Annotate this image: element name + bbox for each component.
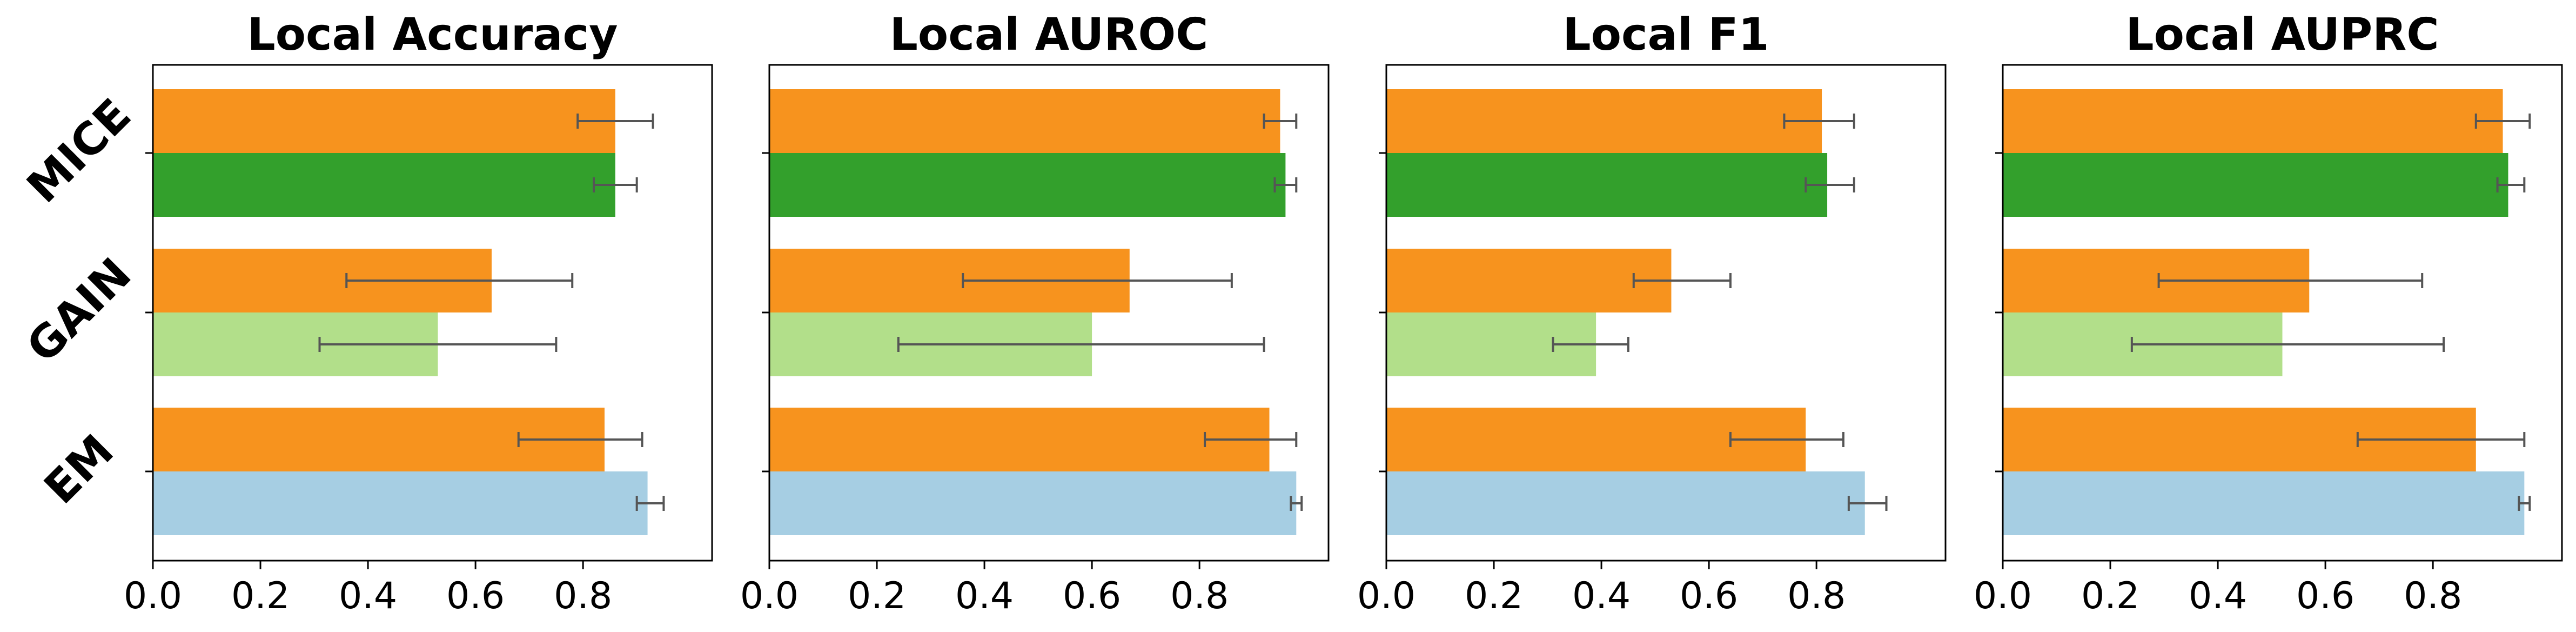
x-tick-label: 0.0 [1974, 575, 2032, 617]
x-tick-label: 0.2 [848, 575, 906, 617]
x-tick-label: 0.4 [1572, 575, 1631, 617]
error-bar-gain-orange [962, 273, 1233, 288]
panel-title: Local Accuracy [247, 9, 618, 61]
x-tick-label: 0.6 [1680, 575, 1738, 617]
axes-frame [152, 64, 713, 562]
x-tick-label: 0.6 [1063, 575, 1121, 617]
bar-em-orange [769, 408, 1270, 471]
error-bar-gain-gain [2130, 337, 2445, 352]
x-tick-label: 0.8 [554, 575, 612, 617]
x-tick-label: 0.4 [2189, 575, 2247, 617]
error-bar-em-em [1290, 496, 1303, 511]
x-tick-label: 0.0 [1357, 575, 1416, 617]
x-tick-label: 0.8 [1787, 575, 1846, 617]
error-bar-em-em [635, 496, 665, 511]
x-tick-label: 0.4 [339, 575, 397, 617]
x-tick-label: 0.6 [446, 575, 505, 617]
error-bar-gain-orange [2157, 273, 2424, 288]
error-bar-mice-orange [576, 114, 654, 129]
error-bar-mice-orange [2474, 114, 2531, 129]
bar-em-em [153, 471, 648, 535]
error-bar-mice-mice [593, 177, 638, 192]
error-bar-em-orange [1729, 432, 1844, 447]
bar-mice-mice [2003, 153, 2508, 217]
panel-3: Local F1 0.0 0.2 0.4 0.6 0.8 [1357, 9, 1947, 617]
panel-title: Local AUPRC [2125, 9, 2439, 61]
panel-title: Local F1 [1562, 9, 1769, 61]
error-bar-gain-orange [1632, 273, 1732, 288]
x-tick-label: 0.2 [2081, 575, 2139, 617]
bar-em-em [1386, 471, 1865, 535]
x-tick-label: 0.0 [124, 575, 182, 617]
axes-frame [1385, 64, 1947, 562]
x-tick-label: 0.2 [231, 575, 290, 617]
error-bar-em-orange [517, 432, 643, 447]
error-bar-mice-mice [1273, 177, 1298, 192]
error-bar-em-orange [2356, 432, 2526, 447]
error-bar-mice-orange [1783, 114, 1855, 129]
error-bar-mice-orange [1263, 114, 1298, 129]
error-bar-gain-gain [897, 337, 1265, 352]
bar-em-em [769, 471, 1297, 535]
bar-gain-orange [1386, 249, 1672, 312]
bar-mice-orange [769, 89, 1280, 153]
error-bar-gain-gain [1552, 337, 1629, 352]
x-tick-label: 0.0 [740, 575, 799, 617]
error-bar-em-em [1847, 496, 1888, 511]
panel-title: Local AUROC [890, 9, 1209, 61]
error-bar-em-em [2518, 496, 2531, 511]
x-tick-label: 0.8 [2404, 575, 2462, 617]
bar-mice-mice [1386, 153, 1828, 217]
error-bar-gain-orange [345, 273, 574, 288]
x-tick-label: 0.6 [2296, 575, 2354, 617]
error-bar-gain-gain [318, 337, 558, 352]
error-bar-em-orange [1204, 432, 1298, 447]
error-bar-mice-mice [1804, 177, 1855, 192]
axes-frame [768, 64, 1330, 562]
bar-mice-orange [1386, 89, 1822, 153]
panel-1: Local Accuracy 0.0 0.2 0.4 0.6 0.8 [124, 9, 713, 617]
bar-mice-orange [153, 89, 615, 153]
bar-mice-orange [2003, 89, 2503, 153]
x-tick-label: 0.4 [955, 575, 1014, 617]
axes-frame [2002, 64, 2563, 562]
bar-mice-mice [153, 153, 615, 217]
panel-4: Local AUPRC 0.0 0.2 0.4 0.6 0.8 [1974, 9, 2563, 617]
bar-em-em [2003, 471, 2525, 535]
panel-2: Local AUROC 0.0 0.2 0.4 0.6 0.8 [740, 9, 1330, 617]
bar-mice-mice [769, 153, 1286, 217]
error-bar-mice-mice [2496, 177, 2526, 192]
x-tick-label: 0.2 [1465, 575, 1523, 617]
x-tick-label: 0.8 [1170, 575, 1229, 617]
